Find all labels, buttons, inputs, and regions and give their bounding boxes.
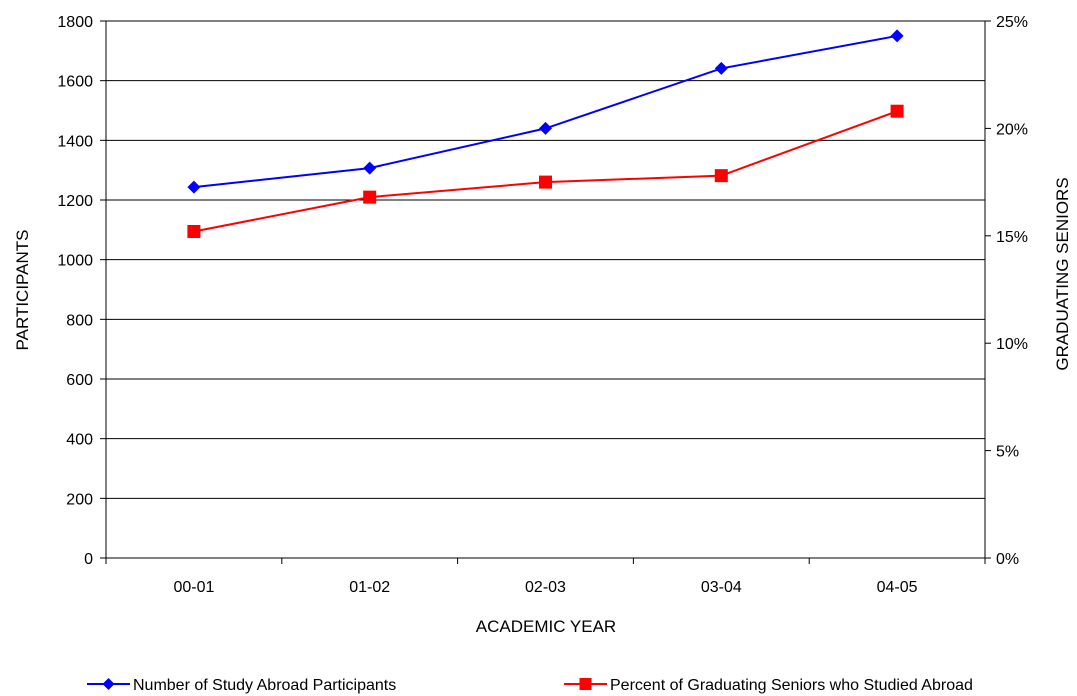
y-tick-label: 200 [66,491,93,508]
y-tick-label: 1800 [57,14,93,31]
y-tick-label: 1600 [57,74,93,91]
legend: Number of Study Abroad Participants Perc… [87,677,973,694]
series-layer [187,29,904,239]
y2-tick-label: 5% [996,444,1019,461]
tick-labels: 0 200 400 600 800 1000 1200 1400 1600 1800 0% 5% 10%… [57,14,1028,596]
data-point-square [890,104,904,118]
y-tick-label: 0 [84,551,93,568]
axes [100,20,991,564]
y-tick-label: 600 [66,372,93,389]
data-point-square [539,175,552,189]
data-point-square [363,190,377,204]
data-point-diamond [890,29,904,43]
legend-item-percent: Percent of Graduating Seniors who Studie… [564,677,973,694]
x-tick-label: 02-03 [525,579,566,596]
y2-tick-label: 10% [996,336,1028,353]
y-tick-label: 1200 [57,193,93,210]
y2-tick-label: 0% [996,551,1019,568]
x-tick-label: 01-02 [349,579,390,596]
series-line-0 [193,34,898,189]
x-tick-label: 00-01 [173,579,214,596]
x-axis-title: ACADEMIC YEAR [476,617,616,636]
y-tick-label: 1000 [57,253,93,270]
y-tick-label: 1400 [57,133,93,150]
legend-item-participants: Number of Study Abroad Participants [87,677,396,694]
legend-square-icon [579,678,592,690]
y2-tick-label: 15% [996,229,1028,246]
y-tick-label: 800 [66,312,93,329]
data-point-diamond [714,61,728,75]
gridlines [106,20,985,499]
data-point-square [187,225,201,239]
data-point-diamond [363,161,377,175]
data-point-diamond [187,180,201,194]
y2-tick-label: 25% [996,14,1028,31]
data-point-diamond [539,121,552,135]
x-tick-label: 03-04 [701,579,742,596]
data-point-square [714,169,728,183]
y2-axis-title: GRADUATING SENIORS [1053,177,1072,370]
y2-tick-label: 20% [996,121,1028,138]
legend-label-percent: Percent of Graduating Seniors who Studie… [610,677,973,694]
legend-label-participants: Number of Study Abroad Participants [133,677,396,694]
y-tick-label: 400 [66,432,93,449]
legend-diamond-icon [102,678,115,690]
x-tick-label: 04-05 [877,579,918,596]
y-axis-title: PARTICIPANTS [13,230,32,351]
